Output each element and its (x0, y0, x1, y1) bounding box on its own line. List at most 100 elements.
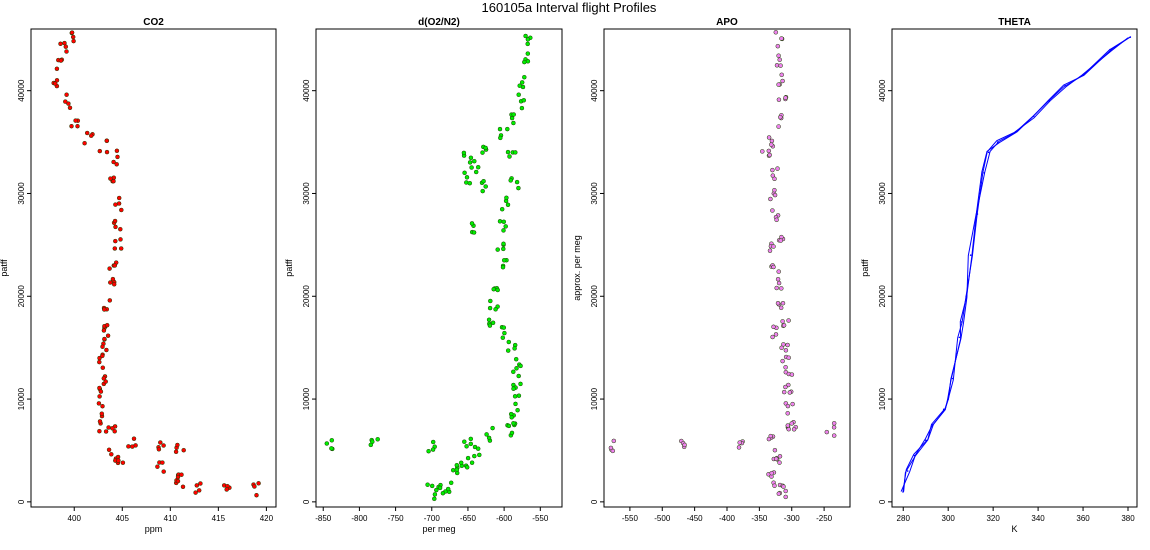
data-point (776, 97, 782, 102)
y-tick-label: 30000 (17, 182, 26, 205)
data-point (780, 78, 785, 84)
data-point (522, 59, 527, 65)
theta-vertex (947, 398, 949, 400)
data-point (773, 30, 779, 35)
data-point (175, 474, 181, 480)
data-point (509, 430, 515, 436)
data-point (110, 426, 115, 431)
data-point (112, 429, 117, 434)
data-point (468, 155, 474, 161)
data-point (519, 80, 525, 85)
data-point (491, 286, 496, 292)
data-point (58, 58, 64, 63)
data-point (432, 496, 437, 502)
data-point (475, 164, 481, 170)
data-point (116, 201, 122, 206)
data-point (790, 401, 795, 407)
data-point (785, 423, 791, 428)
data-point (465, 455, 471, 461)
data-point (111, 282, 117, 287)
figure-title: 160105a Interval flight Profiles (482, 0, 657, 15)
data-point (499, 206, 505, 212)
x-axis-label: ppm (145, 524, 163, 534)
data-point (523, 33, 528, 39)
data-point (324, 441, 330, 446)
data-point (97, 359, 102, 365)
chart-panel-4: THETA 280 300 320 340 360 380 0 10000 20000 30000 4… (860, 17, 1138, 534)
y-tick-label: 40000 (878, 79, 887, 102)
data-point (101, 376, 107, 381)
data-point (490, 425, 495, 431)
y-tick-label: 0 (878, 499, 887, 504)
data-point (511, 421, 516, 426)
data-point (101, 328, 107, 333)
data-point (780, 319, 785, 324)
data-point (778, 63, 783, 68)
data-point (525, 51, 531, 56)
panel-title: CO2 (143, 17, 164, 28)
data-point (508, 178, 513, 183)
data-point (54, 66, 60, 72)
y-tick-label: 40000 (590, 79, 599, 102)
data-point (63, 99, 68, 104)
data-point (97, 385, 102, 391)
data-point (484, 432, 489, 437)
y-tick-label: 0 (17, 499, 26, 504)
data-point (179, 472, 184, 477)
data-point (488, 298, 493, 304)
x-tick-label: -700 (424, 514, 441, 523)
data-point (462, 170, 467, 176)
data-point (506, 423, 512, 429)
data-point (464, 465, 470, 470)
data-point (775, 276, 781, 282)
data-point (161, 469, 166, 474)
data-point (469, 165, 474, 170)
data-point (511, 112, 516, 117)
x-tick-label: -550 (532, 514, 549, 523)
data-point (100, 365, 106, 370)
data-point (772, 192, 778, 198)
data-point (118, 226, 123, 232)
data-point (507, 154, 512, 159)
data-point (126, 444, 131, 449)
data-point (475, 446, 481, 451)
data-point (464, 175, 470, 180)
theta-vertex (1064, 84, 1066, 87)
data-point (779, 72, 784, 78)
data-point (513, 150, 518, 155)
data-point (498, 135, 503, 141)
y-tick-label: 20000 (590, 285, 599, 308)
theta-vertex (996, 141, 999, 143)
theta-vertex (942, 408, 945, 411)
data-point (486, 435, 492, 441)
data-point (487, 305, 493, 311)
data-point (781, 484, 786, 489)
data-point (511, 369, 516, 375)
data-point (783, 95, 788, 100)
data-point (779, 345, 784, 351)
theta-vertex (906, 470, 909, 472)
data-point (156, 447, 162, 452)
data-point (111, 178, 116, 184)
data-point (97, 428, 102, 434)
theta-profile-line (902, 37, 1129, 493)
data-point (461, 150, 467, 156)
data-point (130, 444, 135, 449)
data-point (198, 481, 203, 486)
data-point (772, 483, 777, 488)
theta-vertex (1082, 74, 1084, 77)
data-point (778, 305, 784, 311)
data-point (518, 381, 523, 387)
data-point (766, 436, 772, 442)
data-point (772, 187, 777, 193)
data-point (781, 342, 786, 347)
data-point (779, 36, 784, 41)
data-point (116, 458, 121, 463)
y-tick-label: 10000 (878, 387, 887, 410)
data-point (104, 322, 110, 328)
data-point (106, 447, 112, 453)
data-point (770, 334, 775, 340)
data-point (454, 462, 460, 468)
data-point (780, 300, 786, 306)
